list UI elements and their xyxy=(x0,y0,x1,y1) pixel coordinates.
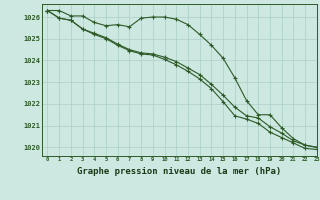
X-axis label: Graphe pression niveau de la mer (hPa): Graphe pression niveau de la mer (hPa) xyxy=(77,167,281,176)
